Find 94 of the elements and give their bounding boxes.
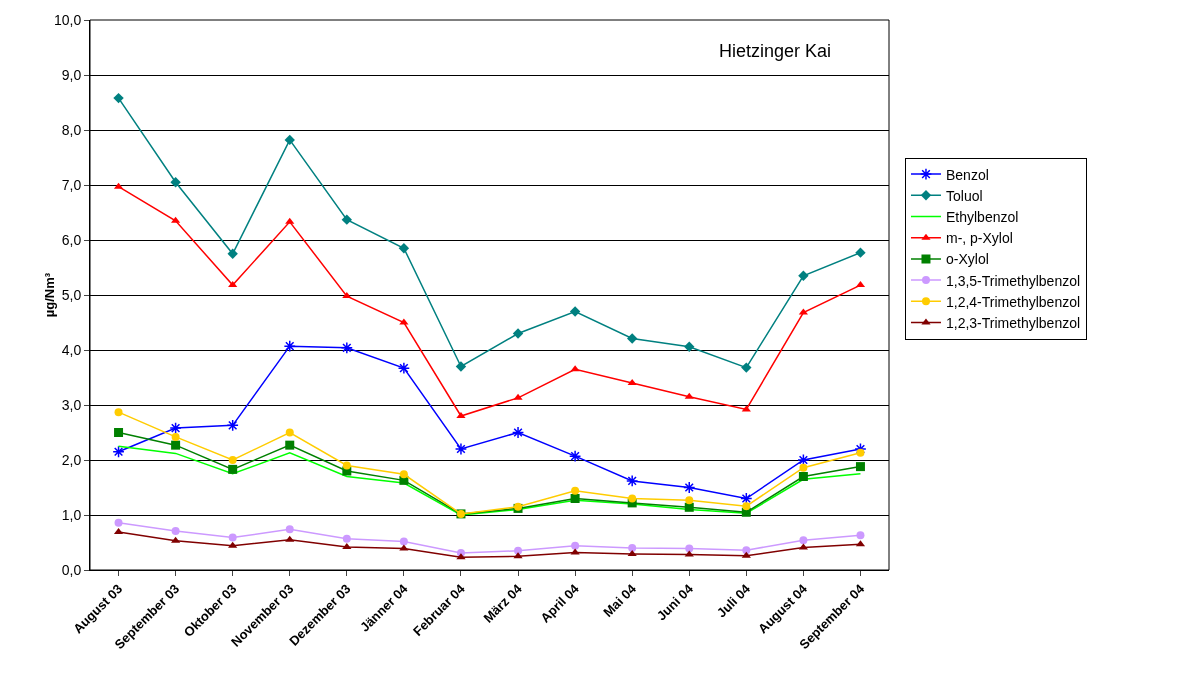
point	[399, 470, 408, 479]
point	[283, 340, 296, 353]
point	[742, 502, 751, 511]
y-tick-label: 5,0	[61, 286, 82, 303]
y-tick-label: 6,0	[61, 231, 82, 248]
point	[285, 428, 294, 437]
point	[284, 134, 295, 146]
point	[798, 472, 808, 481]
point	[626, 333, 638, 344]
point	[571, 486, 580, 495]
y-tick-label: 10,0	[53, 11, 82, 28]
point	[227, 248, 238, 259]
point	[341, 214, 353, 225]
point	[285, 535, 295, 542]
point	[397, 362, 411, 375]
point	[112, 445, 125, 458]
point	[228, 541, 238, 548]
point	[855, 247, 866, 258]
point	[170, 177, 181, 188]
point	[626, 474, 639, 488]
legend-label: Ethylbenzol	[945, 208, 1019, 225]
point	[114, 408, 123, 417]
point	[285, 217, 295, 224]
point	[228, 281, 238, 288]
point	[114, 518, 123, 527]
point	[798, 270, 809, 281]
point	[741, 551, 751, 558]
point	[685, 544, 694, 553]
legend-label: 1,3,5-Trimethylbenzol	[945, 272, 1081, 289]
point	[569, 306, 581, 317]
y-tick-label: 0,0	[61, 561, 82, 578]
y-tick-label: 1,0	[61, 506, 82, 523]
legend-label: Benzol	[945, 166, 989, 183]
point	[799, 463, 808, 472]
legend-label: 1,2,4-Trimethylbenzol	[945, 293, 1081, 310]
text: Hietzinger Kai	[719, 41, 832, 61]
point	[228, 533, 237, 542]
point	[169, 421, 182, 435]
point	[512, 328, 524, 339]
point	[342, 542, 352, 549]
point	[627, 550, 637, 557]
legend-label: 1,2,3-Trimethylbenzol	[945, 314, 1081, 331]
point	[513, 393, 523, 400]
point	[398, 243, 410, 254]
point	[628, 544, 637, 552]
y-tick-label: 3,0	[61, 396, 82, 413]
point	[741, 362, 752, 373]
point	[799, 536, 808, 545]
point	[628, 494, 637, 503]
point	[399, 537, 408, 546]
y-tick-label: 9,0	[61, 66, 82, 83]
legend-label: Toluol	[945, 187, 983, 204]
point	[684, 341, 695, 352]
point	[340, 341, 353, 354]
point	[797, 453, 810, 467]
point	[455, 361, 467, 372]
point	[228, 456, 237, 464]
point	[684, 502, 694, 512]
point	[342, 292, 352, 299]
y-tick-label: 8,0	[61, 121, 82, 138]
point	[399, 544, 409, 551]
y-tick-label: 7,0	[61, 176, 82, 193]
point	[399, 318, 409, 325]
point	[171, 440, 181, 450]
legend-label: m-, p-Xylol	[945, 230, 1013, 247]
point	[742, 546, 751, 555]
point	[684, 392, 694, 399]
point	[684, 550, 694, 557]
point	[855, 462, 865, 472]
point	[342, 461, 351, 470]
point	[285, 440, 295, 450]
point	[171, 526, 180, 535]
x-tick-label: Juli 04	[713, 580, 754, 621]
point	[226, 419, 239, 432]
point	[683, 481, 696, 494]
point	[685, 496, 694, 505]
point	[856, 531, 865, 540]
point	[342, 534, 351, 543]
point	[228, 464, 238, 474]
point	[285, 525, 294, 534]
point	[571, 541, 580, 550]
y-tick-label: 2,0	[61, 451, 82, 468]
x-tick-label: Mai 04	[600, 580, 640, 620]
point	[511, 426, 525, 439]
y-tick-label: 4,0	[61, 341, 82, 358]
point	[570, 494, 580, 503]
point	[454, 442, 468, 456]
legend-label: o-Xylol	[945, 251, 989, 268]
point	[114, 428, 124, 437]
point	[856, 448, 865, 457]
y-axis-title: µg/Nm³	[42, 272, 57, 318]
point	[113, 92, 124, 104]
point	[171, 432, 180, 441]
point	[568, 450, 582, 463]
